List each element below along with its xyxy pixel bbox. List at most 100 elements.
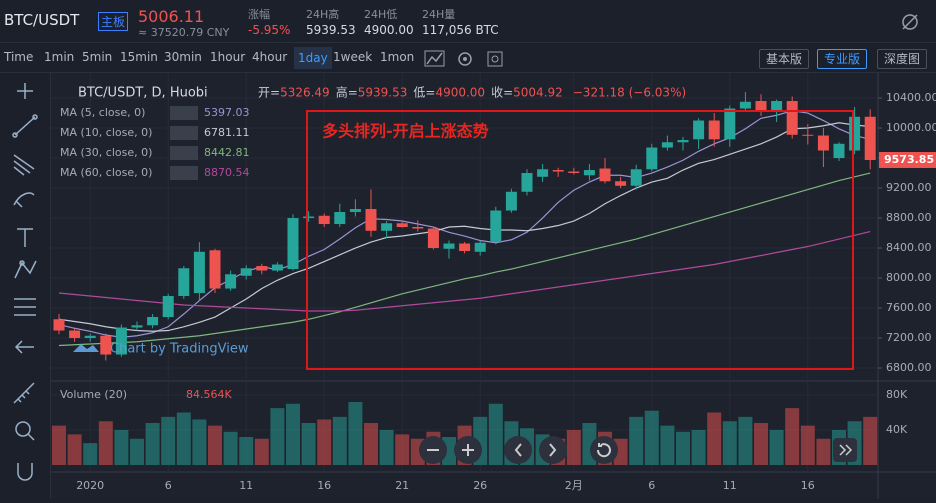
ohlc-change: −321.18 (−6.03%) — [573, 86, 686, 100]
ma-settings — [170, 126, 198, 140]
volume-bar — [800, 425, 815, 465]
interval[interactable]: 5min — [82, 50, 113, 64]
version-button[interactable]: 深度图 — [877, 49, 928, 69]
interval[interactable]: Time — [4, 50, 34, 64]
volume-bar — [254, 438, 269, 465]
ma-value: 8442.81 — [204, 146, 250, 159]
x-tick-label: 16 — [801, 479, 815, 492]
nav-buttons[interactable] — [419, 436, 857, 464]
toolbar-icons[interactable] — [424, 48, 524, 70]
interval[interactable]: 1mon — [380, 50, 415, 64]
annotation: 多头排列-开启上涨态势 — [322, 122, 489, 141]
volume-bar — [644, 410, 659, 465]
y-tick-label: 6800.00 — [886, 361, 932, 374]
x-tick-label: 2020 — [76, 479, 104, 492]
stat-label: 24H高 — [306, 8, 340, 21]
board-badge: 主板 — [98, 12, 129, 31]
volume-bar — [52, 425, 66, 465]
candle-body — [521, 173, 533, 192]
ohlc-label: 低= — [413, 86, 435, 100]
volume-bar — [816, 438, 831, 465]
volume-bar — [660, 425, 675, 465]
volume-bar — [98, 421, 113, 465]
interval[interactable]: 4hour — [252, 50, 288, 64]
x-tick-label: 21 — [395, 479, 409, 492]
volume-bar — [754, 423, 768, 465]
symbol: BTC/USDT — [4, 11, 80, 29]
stat-label: 涨幅 — [248, 8, 270, 21]
interval[interactable]: 1hour — [210, 50, 246, 64]
volume-bar — [738, 416, 753, 465]
volume-bar — [566, 430, 581, 465]
candle-body — [225, 274, 237, 289]
candle-body — [334, 212, 346, 225]
ma-value: 6781.11 — [204, 126, 250, 139]
volume-tick-label: 80K — [886, 388, 908, 401]
candle-body — [771, 101, 783, 111]
ma-name: MA (10, close, 0) — [60, 126, 152, 139]
ma-line — [58, 172, 871, 347]
candle-body — [786, 101, 798, 135]
annotation-box — [306, 110, 854, 370]
ohlc-label: 高= — [336, 85, 358, 100]
candle-body — [802, 134, 814, 136]
ma-name: MA (30, close, 0) — [60, 146, 152, 159]
volume-bar — [223, 431, 238, 465]
version-button[interactable]: 基本版 — [759, 49, 810, 69]
candle-body — [599, 168, 611, 182]
volume-bar — [769, 430, 784, 465]
volume-bar — [707, 412, 722, 465]
volume-bar — [67, 434, 82, 465]
interval[interactable]: 1min — [44, 50, 75, 64]
x-tick-label: 16 — [317, 479, 331, 492]
candle-body — [427, 228, 439, 249]
volume-bar — [785, 408, 800, 465]
volume-bar — [488, 403, 503, 465]
x-tick-label: 6 — [648, 479, 655, 492]
stat-label: 24H量 — [422, 8, 456, 21]
candle-body — [552, 170, 564, 172]
stat-value: 5939.53 — [306, 23, 356, 37]
candle-body — [739, 101, 751, 109]
ma-settings — [170, 106, 198, 120]
candle-body — [287, 218, 299, 270]
ma-settings — [170, 146, 198, 160]
ohlc-label: 收= — [491, 86, 513, 100]
last-price-tag — [879, 151, 936, 168]
ma-line — [58, 230, 871, 312]
candle-body — [178, 268, 190, 297]
candle-body — [849, 116, 861, 151]
interval[interactable]: 1week — [333, 50, 373, 64]
volume-title: Volume (20) — [60, 388, 127, 401]
candle-body — [864, 116, 876, 160]
ma-value: 5397.03 — [204, 106, 250, 119]
version-button[interactable]: 专业版 — [817, 49, 868, 69]
candle-body — [412, 227, 424, 229]
volume-bar — [130, 438, 144, 465]
volume-tick-label: 40K — [886, 423, 908, 436]
interval[interactable]: 1day — [294, 47, 332, 69]
volume-bar — [286, 403, 300, 465]
candle-body — [568, 171, 580, 174]
candle-body — [396, 223, 408, 228]
volume-bar — [364, 423, 378, 465]
candle-body — [240, 268, 252, 276]
candle-body — [459, 243, 471, 252]
candle-body — [708, 120, 720, 140]
tool-icons[interactable] — [0, 73, 50, 499]
ma-line — [58, 122, 871, 332]
x-tick-label: 6 — [165, 479, 172, 492]
candle-body — [115, 327, 127, 355]
ohlc-value: 4900.00 — [435, 86, 485, 100]
interval[interactable]: 30min — [164, 50, 202, 64]
candle-body — [53, 319, 65, 331]
interval[interactable]: 15min — [120, 50, 158, 64]
settings-icon[interactable] — [900, 12, 920, 32]
volume-bar — [145, 423, 160, 465]
volume-bar — [863, 416, 878, 465]
stat-value: 4900.00 — [364, 23, 414, 37]
volume-bar — [629, 416, 644, 465]
volume-bar — [395, 434, 410, 465]
candle-body — [443, 243, 455, 249]
